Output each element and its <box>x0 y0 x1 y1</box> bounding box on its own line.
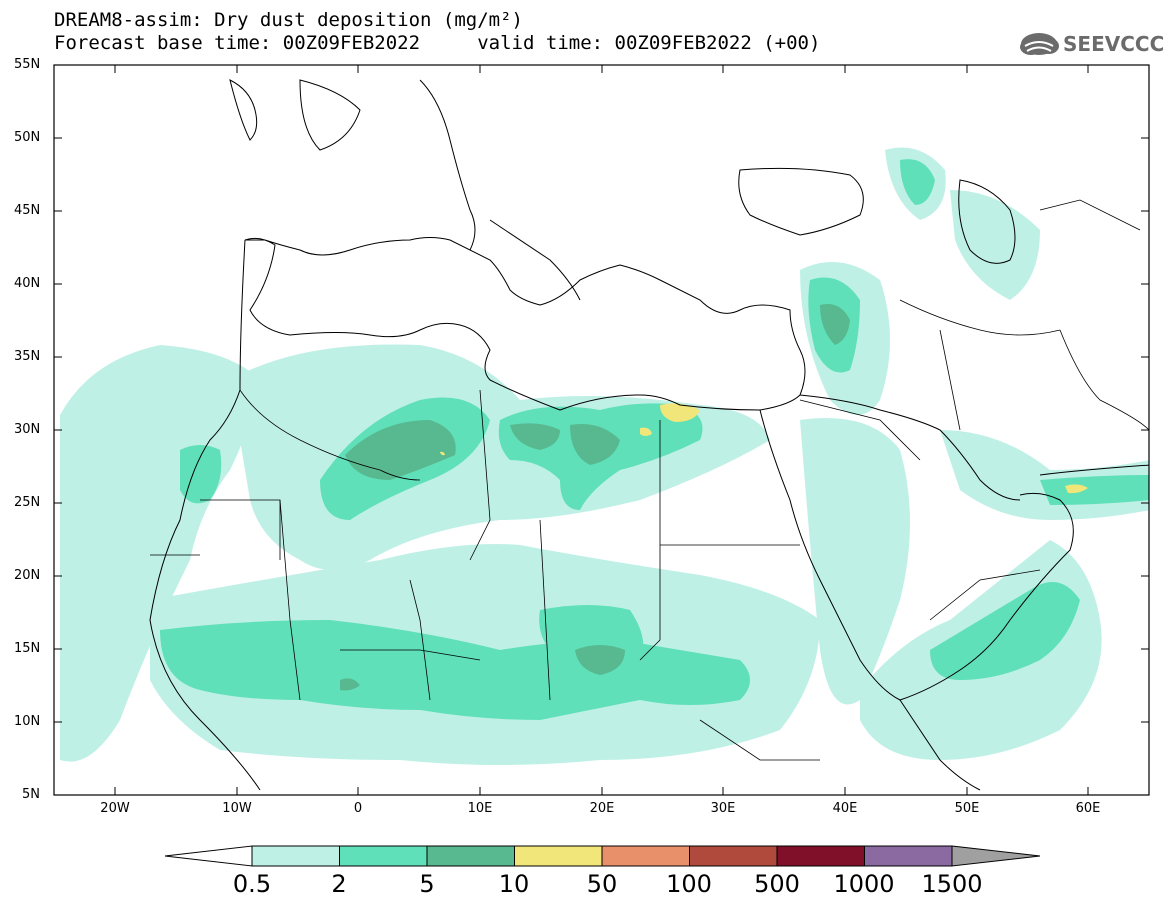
colorbar-boxes <box>251 845 953 867</box>
colorbar-box <box>864 845 953 867</box>
colorbar-label-100: 100 <box>666 870 712 898</box>
lat-label-25n: 25N <box>14 495 41 510</box>
lon-label-30e: 30E <box>710 801 736 816</box>
axis-ticks <box>54 64 1149 795</box>
map-title: DREAM8-assim: Dry dust deposition (mg/m²… <box>54 9 523 31</box>
colorbar-label-2: 2 <box>331 870 347 898</box>
colorbar-over-arrow <box>951 845 1041 867</box>
lat-label-5n: 5N <box>22 787 40 802</box>
logo-text: SEEVCCC <box>1063 32 1165 56</box>
lat-label-40n: 40N <box>14 276 41 291</box>
colorbar-label-50: 50 <box>586 870 618 898</box>
lat-label-20n: 20N <box>14 568 41 583</box>
seevccc-logo <box>1020 33 1059 55</box>
lon-label-10w: 10W <box>222 801 252 816</box>
colorbar-under-arrow <box>164 845 253 867</box>
lat-label-15n: 15N <box>14 641 41 656</box>
country-borders <box>150 199 1149 761</box>
colorbar-label-1500: 1500 <box>921 870 983 898</box>
lat-label-50n: 50N <box>14 130 41 145</box>
colorbar-box <box>251 845 340 867</box>
lat-label-30n: 30N <box>14 422 41 437</box>
lat-label-10n: 10N <box>14 714 41 729</box>
colorbar-label-500: 500 <box>754 870 800 898</box>
colorbar-label-10: 10 <box>498 870 530 898</box>
dust-contours <box>60 147 1149 765</box>
lon-label-20w: 20W <box>100 801 130 816</box>
colorbar-box <box>339 845 428 867</box>
colorbar-box <box>776 845 865 867</box>
lat-label-35n: 35N <box>14 349 41 364</box>
lon-label-50e: 50E <box>954 801 980 816</box>
colorbar-label-1000: 1000 <box>833 870 895 898</box>
lon-label-20e: 20E <box>589 801 615 816</box>
colorbar-label-0-5: 0.5 <box>232 870 272 898</box>
colorbar-box <box>426 845 515 867</box>
lat-label-45n: 45N <box>14 203 41 218</box>
coastlines <box>149 79 1149 791</box>
colorbar-box <box>601 845 690 867</box>
lon-label-40e: 40E <box>832 801 858 816</box>
lon-label-10e: 10E <box>467 801 493 816</box>
forecast-time-line: Forecast base time: 00Z09FEB2022 valid t… <box>54 32 821 54</box>
lon-label-60e: 60E <box>1075 801 1101 816</box>
colorbar-box <box>689 845 778 867</box>
colorbar <box>164 845 1041 867</box>
colorbar-label-5: 5 <box>419 870 435 898</box>
dust-deposition-map <box>53 64 1150 796</box>
lat-label-55n: 55N <box>14 57 41 72</box>
colorbar-box <box>514 845 603 867</box>
lon-label-0: 0 <box>353 801 363 816</box>
